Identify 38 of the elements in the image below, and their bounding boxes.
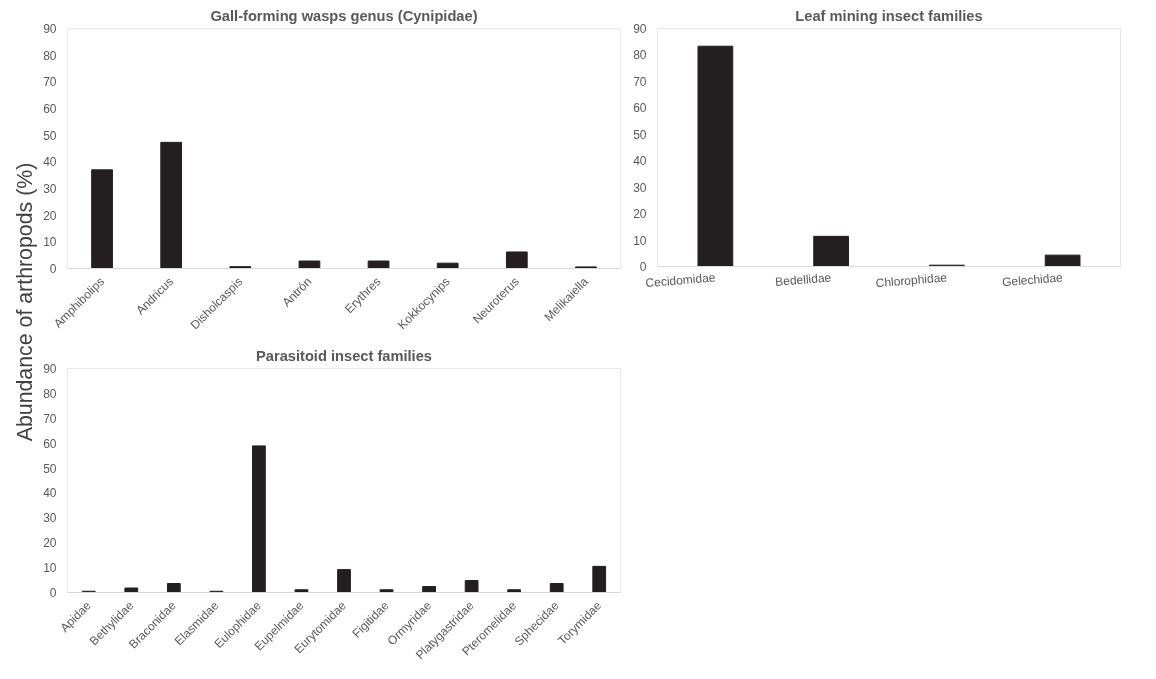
y-tick-label: 0 [49, 262, 57, 276]
y-tick-label: 20 [633, 207, 647, 222]
x-tick-label: Gelechidae [1001, 270, 1064, 290]
y-tick-label: 40 [43, 486, 57, 501]
y-tick-label: 60 [43, 436, 57, 451]
y-tick-label: 50 [43, 128, 57, 143]
y-axis-title: Abundance of arthropods (%) [12, 162, 37, 442]
y-tick-label: 90 [43, 362, 57, 376]
chart-title: Leaf mining insect families [795, 7, 983, 24]
y-tick-label: 80 [43, 386, 57, 401]
y-tick-label: 10 [633, 233, 647, 248]
y-tick-label: 40 [633, 154, 647, 169]
y-tick-label: 50 [633, 127, 647, 142]
x-tick-label: Bedellidae [774, 270, 833, 289]
y-tick-label: 90 [43, 22, 57, 36]
y-tick-label: 30 [43, 511, 57, 526]
y-tick-label: 70 [43, 411, 57, 426]
chart-title: Parasitoid insect families [256, 347, 432, 364]
y-tick-label: 50 [43, 461, 57, 476]
y-tick-label: 60 [633, 101, 647, 116]
y-tick-label: 90 [633, 22, 647, 36]
y-tick-label: 80 [633, 48, 647, 63]
y-tick-label: 40 [43, 155, 57, 170]
y-tick-label: 10 [43, 561, 57, 576]
chart-title: Gall-forming wasps genus (Cynipidae) [210, 7, 478, 24]
y-tick-label: 10 [43, 235, 57, 250]
y-tick-label: 70 [43, 75, 57, 90]
y-tick-label: 80 [43, 48, 57, 63]
y-tick-label: 30 [633, 180, 647, 195]
x-tick-label: Cecidomidae [645, 270, 717, 291]
y-tick-label: 20 [43, 208, 57, 223]
x-tick-label: Chlorophidae [875, 270, 948, 291]
y-tick-label: 0 [49, 586, 57, 600]
y-tick-label: 30 [43, 182, 57, 196]
y-tick-label: 70 [633, 74, 647, 89]
y-tick-label: 0 [639, 260, 647, 274]
y-tick-label: 60 [43, 102, 57, 116]
y-tick-label: 20 [43, 536, 57, 551]
